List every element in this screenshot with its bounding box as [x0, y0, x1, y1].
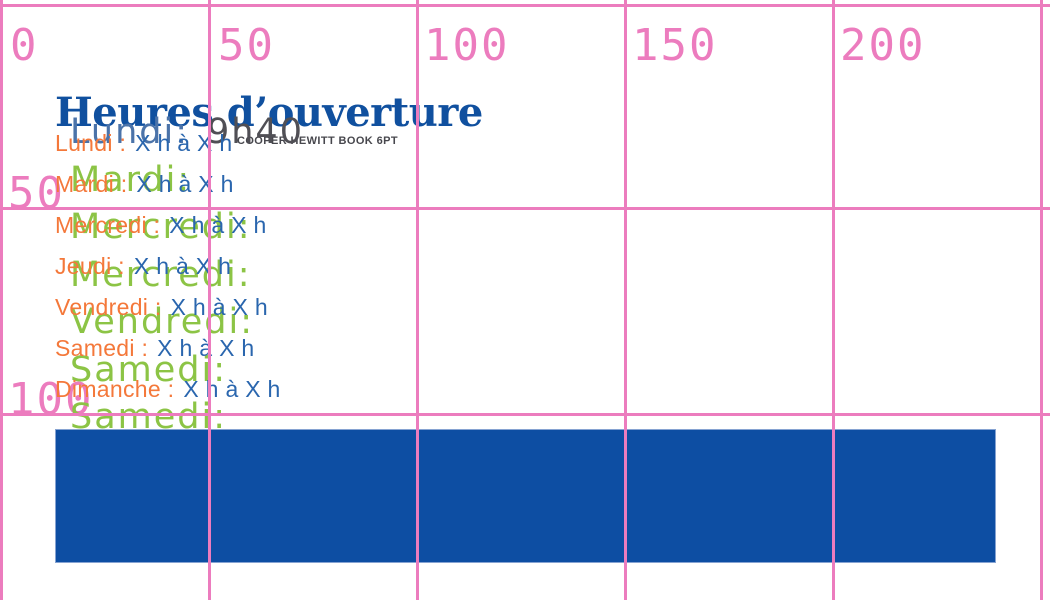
draft-day-label: Lundi: [70, 112, 189, 152]
page-title: Heures d’ouverture [55, 88, 483, 136]
draft-day-label: Mardi: [70, 159, 192, 200]
hours-row: Dimanche : X h à X h [55, 376, 281, 418]
draft-time-value: 9h40 [206, 112, 304, 152]
hours-value: X h à X h [157, 335, 255, 361]
draft-day-label: Mercredi: [70, 254, 252, 295]
hours-row: Lundi : X h à X h [55, 130, 281, 172]
grid-ruler-label: 150 [632, 20, 718, 71]
grid-line-vertical [208, 0, 211, 600]
hours-value: X h à X h [170, 294, 268, 320]
day-label: Mardi : [55, 171, 128, 197]
grid-line-vertical [1040, 0, 1043, 600]
grid-ruler-label: 0 [10, 20, 39, 71]
grid-line-vertical [416, 0, 419, 600]
grid-ruler-label: 100 [424, 20, 510, 71]
grid-line-vertical [0, 0, 3, 600]
day-label: Mercredi : [55, 212, 161, 238]
draft-day-label: Samedi: [70, 349, 228, 390]
grid-line-horizontal [0, 207, 1050, 210]
day-label: Samedi : [55, 335, 149, 361]
hours-value: X h à X h [169, 212, 267, 238]
hours-value: X h à X h [183, 376, 281, 402]
hours-row: Vendredi : X h à X h [55, 294, 281, 336]
grid-ruler-label: 50 [218, 20, 275, 71]
draft-row: Samedi: [70, 350, 304, 398]
draft-row: Mercredi: [70, 207, 304, 255]
draft-row: Vendredi: [70, 302, 304, 350]
draft-row: Mercredi: [70, 255, 304, 303]
opening-hours-list: Lundi : X h à X h Mardi : X h à X h Merc… [55, 130, 281, 418]
draft-day-label: Vendredi: [70, 302, 255, 342]
font-annotation: COOPER HEWITT BOOK 6PT [237, 135, 398, 147]
hours-value: X h à X h [135, 130, 233, 156]
grid-line-vertical [832, 0, 835, 600]
grid-line-horizontal [0, 413, 1050, 416]
hours-row: Samedi : X h à X h [55, 335, 281, 377]
draft-day-label: Mercredi: [70, 207, 252, 247]
grid-line-vertical [624, 0, 627, 600]
hours-row: Mardi : X h à X h [55, 171, 281, 213]
draft-row: Mardi: [70, 160, 304, 208]
hours-value: X h à X h [133, 253, 232, 279]
blue-color-block [55, 429, 996, 563]
hours-row: Jeudi : X h à X h [55, 253, 281, 295]
day-label: Lundi : [55, 130, 127, 156]
hours-value: X h à X h [136, 171, 234, 197]
day-label: Dimanche : [55, 376, 175, 402]
hours-row: Mercredi : X h à X h [55, 212, 281, 254]
draft-row: Lundi: 9h40 [70, 112, 304, 160]
grid-line-horizontal [0, 4, 1050, 7]
day-label: Jeudi : [55, 253, 125, 279]
day-label: Vendredi : [55, 294, 162, 320]
grid-ruler-label: 200 [840, 20, 926, 71]
draft-hours-list: Lundi: 9h40 Mardi: Mercredi: Mercredi: V… [70, 112, 304, 445]
